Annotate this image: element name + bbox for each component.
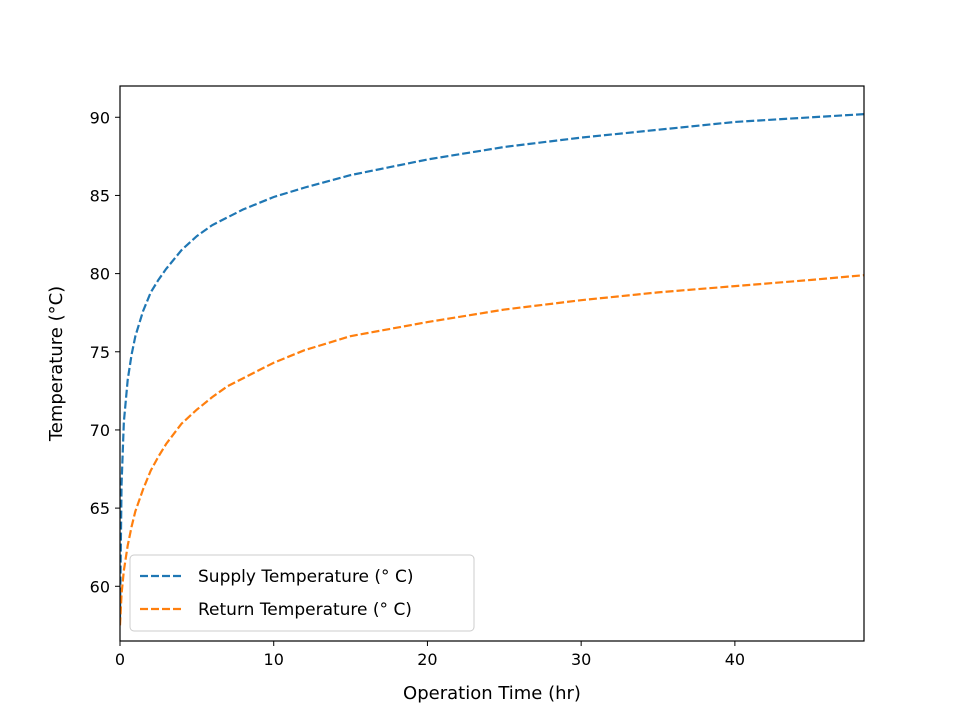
y-tick-label: 85 bbox=[90, 186, 110, 205]
x-tick-label: 10 bbox=[264, 650, 284, 669]
y-axis-ticks: 60 65 70 75 80 85 90 bbox=[90, 108, 120, 596]
series-line-return bbox=[120, 274, 864, 626]
plot-frame bbox=[119, 85, 865, 642]
x-tick-label: 40 bbox=[725, 650, 745, 669]
series-line-supply bbox=[120, 113, 864, 618]
legend-label: Supply Temperature (° C) bbox=[198, 567, 413, 587]
y-tick-label: 65 bbox=[90, 499, 110, 518]
y-axis-label: Temperature (°C) bbox=[46, 286, 67, 442]
x-axis-label: Operation Time (hr) bbox=[403, 683, 581, 704]
x-tick-label: 30 bbox=[571, 650, 591, 669]
legend-label: Return Temperature (° C) bbox=[198, 600, 412, 620]
x-tick-label: 0 bbox=[115, 650, 125, 669]
y-tick-label: 80 bbox=[90, 265, 110, 284]
y-tick-label: 90 bbox=[90, 108, 110, 127]
legend-box bbox=[129, 554, 475, 632]
y-tick-label: 70 bbox=[90, 421, 110, 440]
legend: Supply Temperature (° C) Return Temperatu… bbox=[129, 554, 475, 632]
x-tick-label: 20 bbox=[417, 650, 437, 669]
y-tick-label: 60 bbox=[90, 577, 110, 596]
x-axis-ticks: 0 10 20 30 40 bbox=[115, 641, 745, 669]
series-layer bbox=[120, 113, 864, 626]
y-tick-label: 75 bbox=[90, 343, 110, 362]
